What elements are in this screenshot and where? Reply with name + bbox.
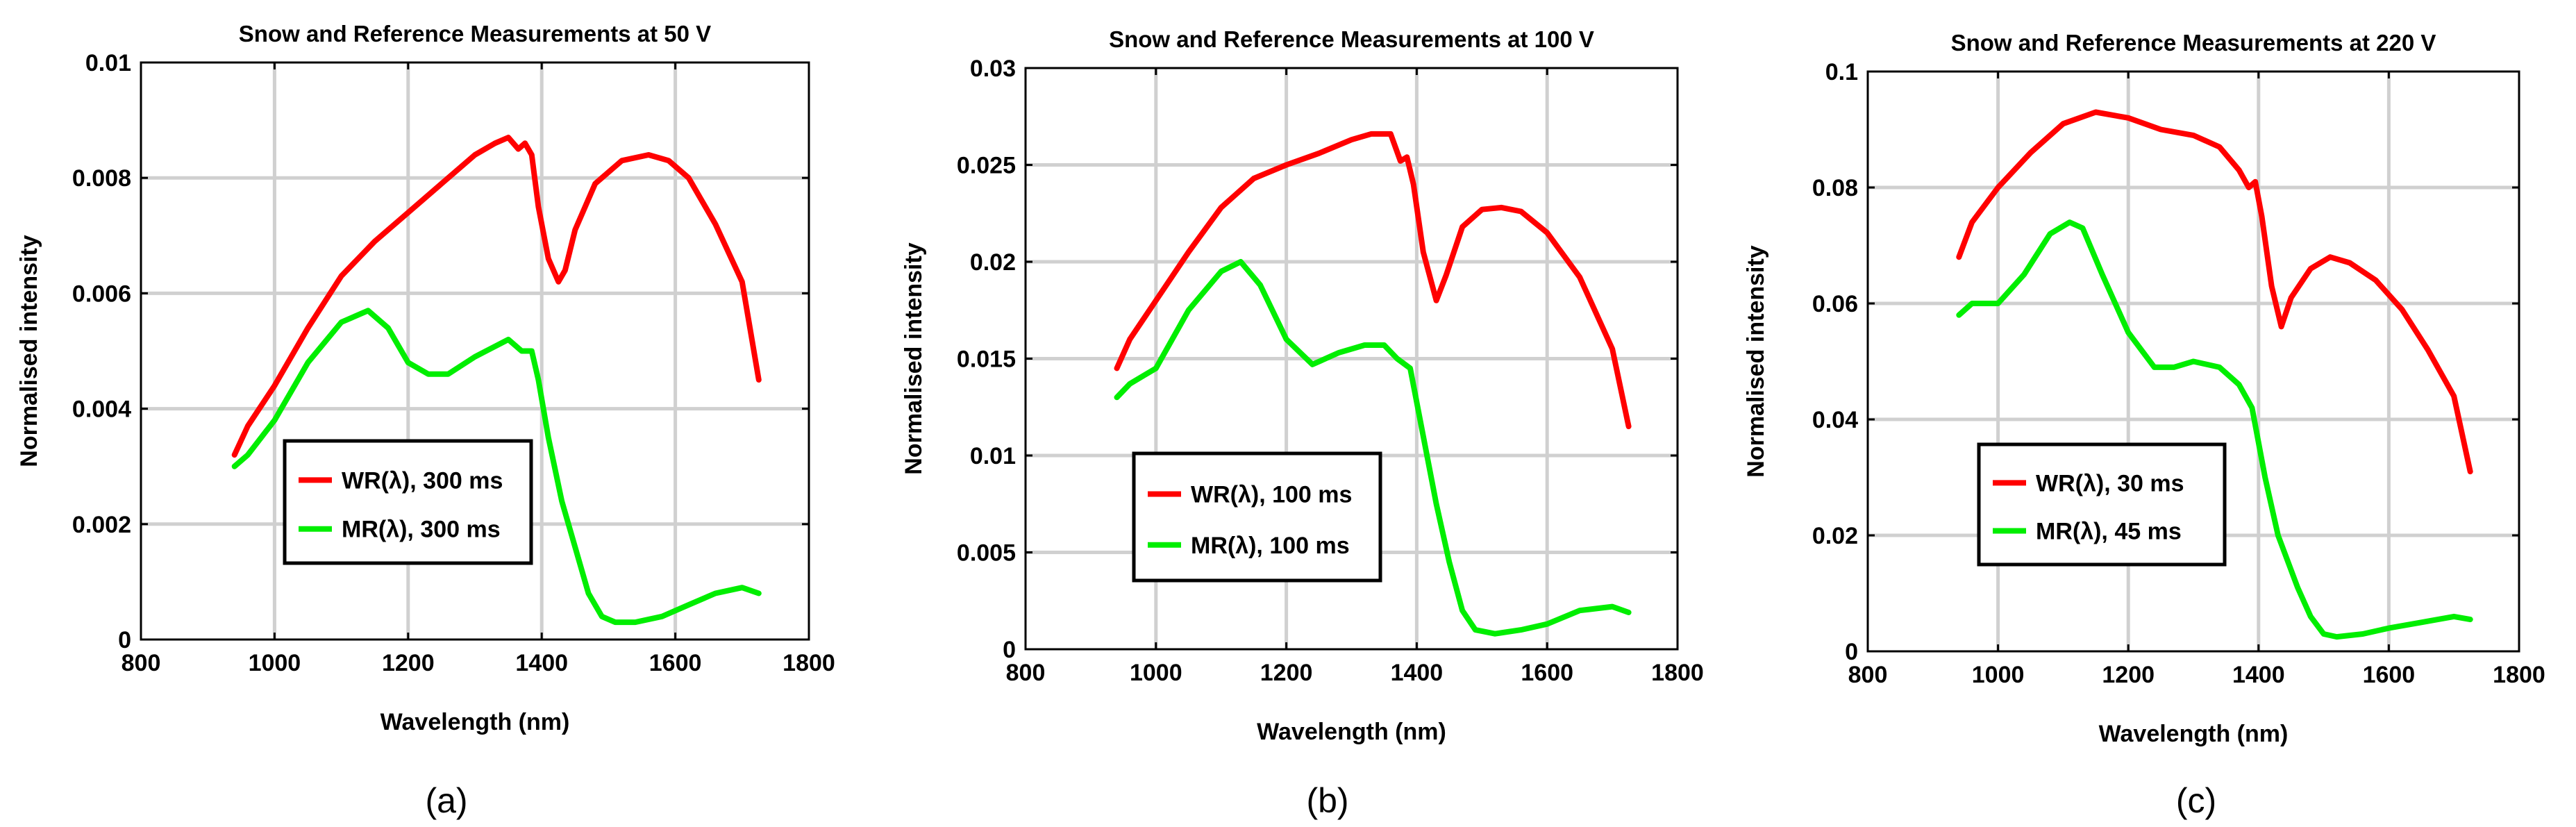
x-axis-label: Wavelength (nm) [380, 709, 570, 735]
y-tick-label: 0.008 [72, 165, 131, 192]
y-tick-label: 0.02 [970, 249, 1016, 276]
y-axis-label: Normalised intensity [901, 242, 927, 475]
chart-panel-1: 800 1000 1200 1400 1600 1800 0 0.002 0.004 0.006 0… [16, 21, 835, 820]
x-tick-label: 1000 [1972, 662, 2025, 688]
series-line-mr [1956, 219, 2473, 640]
x-tick-label: 800 [122, 650, 161, 676]
y-tick-label: 0.01 [85, 50, 131, 76]
y-tick-label: 0.01 [970, 443, 1016, 469]
x-tick-label: 1600 [649, 650, 702, 676]
x-axis-label: Wavelength (nm) [2099, 721, 2289, 747]
y-tick-label: 0.02 [1812, 523, 1858, 549]
legend-box [1132, 451, 1382, 583]
chart-title: Snow and Reference Measurements at 220 V [1951, 30, 2436, 56]
y-tick-label: 0.04 [1812, 407, 1858, 433]
series-line-mr [1114, 259, 1632, 637]
y-tick-label: 0.025 [957, 153, 1016, 179]
legend-label-mr: MR(λ), 300 ms [342, 517, 501, 543]
chart-title: Snow and Reference Measurements at 50 V [239, 21, 711, 47]
y-tick-label: 0.1 [1825, 59, 1858, 85]
y-tick-label: 0 [118, 627, 131, 653]
series-line-mr [231, 308, 762, 626]
y-tick-label: 0.005 [957, 540, 1016, 567]
legend: WR(λ), 30 ms MR(λ), 45 ms [1977, 442, 2227, 567]
y-tick-label: 0 [1003, 637, 1016, 663]
legend-label-wr: WR(λ), 100 ms [1191, 482, 1352, 508]
x-tick-label: 1000 [249, 650, 301, 676]
legend-label-mr: MR(λ), 100 ms [1191, 533, 1350, 559]
y-tick-label: 0.004 [72, 396, 131, 423]
x-tick-label: 1200 [382, 650, 435, 676]
y-axis-label: Normalised intensity [1743, 245, 1769, 478]
x-tick-label: 1800 [2493, 662, 2545, 688]
legend-label-wr: WR(λ), 300 ms [342, 467, 503, 494]
panel-label: (c) [2176, 781, 2216, 820]
legend-box [283, 439, 533, 565]
y-tick-label: 0.006 [72, 281, 131, 307]
panel-label: (a) [425, 781, 467, 820]
x-tick-label: 1200 [1260, 660, 1313, 686]
x-tick-label: 1800 [783, 650, 835, 676]
axes-frame [140, 61, 810, 641]
x-tick-label: 800 [1006, 660, 1046, 686]
x-tick-label: 1400 [1391, 660, 1444, 686]
panel-label: (b) [1306, 781, 1348, 820]
y-tick-label: 0.06 [1812, 291, 1858, 317]
legend-label-wr: WR(λ), 30 ms [2036, 470, 2184, 496]
legend: WR(λ), 300 ms MR(λ), 300 ms [283, 439, 533, 565]
legend: WR(λ), 100 ms MR(λ), 100 ms [1132, 451, 1382, 583]
y-axis-label: Normalised intensity [16, 235, 42, 467]
series-line-wr [231, 135, 762, 458]
x-tick-label: 800 [1848, 662, 1888, 688]
y-tick-label: 0.03 [970, 56, 1016, 82]
series-line-wr [1114, 131, 1632, 430]
y-tick-label: 0 [1845, 639, 1858, 665]
y-tick-label: 0.002 [72, 512, 131, 538]
x-tick-label: 1600 [1521, 660, 1573, 686]
series-line-wr [1956, 109, 2473, 475]
legend-label-mr: MR(λ), 45 ms [2036, 519, 2182, 545]
x-tick-label: 1600 [2363, 662, 2416, 688]
chart-panel-3: 800 1000 1200 1400 1600 1800 0 0.02 0.04 0.06 0.08… [1743, 30, 2545, 820]
axes-frame [1866, 70, 2520, 653]
y-tick-label: 0.015 [957, 346, 1016, 373]
chart-panel-2: 800 1000 1200 1400 1600 1800 0 0.005 0.01 0.015 0.… [901, 26, 1704, 820]
x-tick-label: 1200 [2102, 662, 2155, 688]
y-tick-label: 0.08 [1812, 175, 1858, 201]
x-tick-label: 1800 [1651, 660, 1704, 686]
x-tick-label: 1400 [2232, 662, 2285, 688]
x-tick-label: 1000 [1130, 660, 1182, 686]
x-tick-label: 1400 [515, 650, 568, 676]
x-axis-label: Wavelength (nm) [1257, 719, 1446, 745]
legend-box [1977, 442, 2227, 567]
chart-title: Snow and Reference Measurements at 100 V [1109, 26, 1594, 52]
